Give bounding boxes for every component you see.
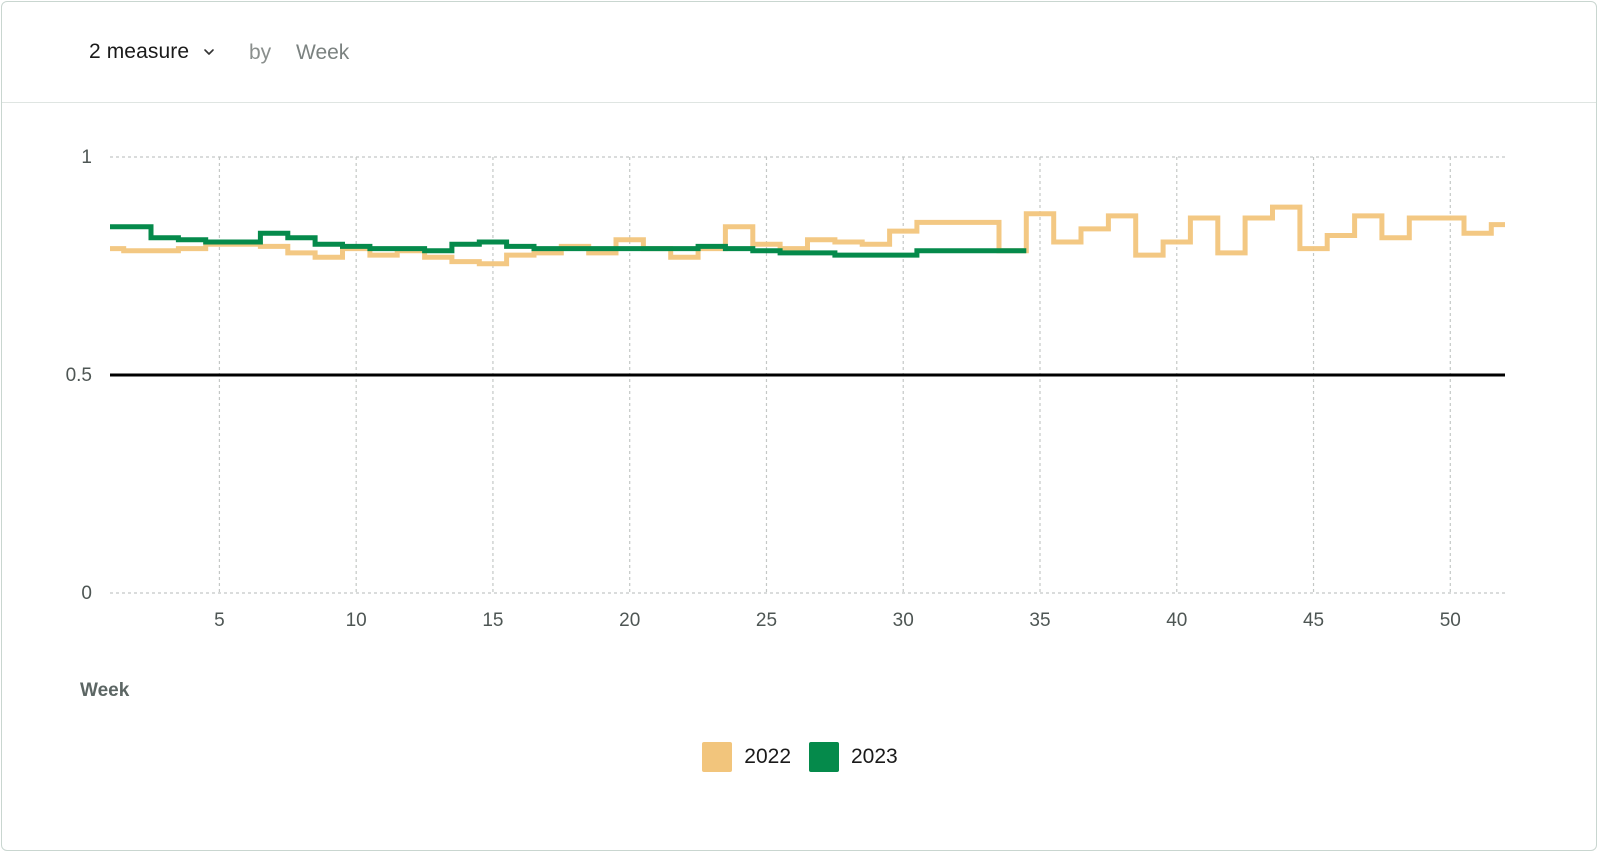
x-tick-label: 15	[482, 610, 503, 631]
legend-item-2023[interactable]: 2023	[809, 742, 898, 772]
y-axis-ticks: 00.51	[66, 147, 92, 604]
y-tick-label: 0.5	[66, 365, 92, 386]
x-tick-label: 10	[346, 610, 367, 631]
dimension-selector[interactable]: Week	[296, 41, 350, 64]
x-tick-label: 35	[1029, 610, 1050, 631]
by-label: by	[249, 41, 272, 64]
legend-item-2022[interactable]: 2022	[702, 742, 791, 772]
x-tick-label: 40	[1166, 610, 1187, 631]
y-tick-label: 0	[81, 583, 92, 604]
legend-swatch-2022	[702, 742, 733, 772]
x-tick-label: 5	[214, 610, 225, 631]
chevron-down-icon	[204, 49, 214, 55]
x-tick-label: 25	[756, 610, 777, 631]
chart-series	[110, 204, 1505, 267]
x-axis-title: Week	[80, 680, 130, 701]
series-line-2023	[110, 224, 1027, 258]
legend-label-2023: 2023	[851, 745, 898, 768]
line-chart: 00.51 5 10 15 20 25 30 35 40 45 50	[66, 147, 1505, 631]
x-tick-label: 50	[1440, 610, 1461, 631]
x-tick-label: 45	[1303, 610, 1324, 631]
chart-toolbar: 2 measure by Week	[2, 2, 1596, 103]
x-axis-ticks: 5 10 15 20 25 30 35 40 45 50	[214, 610, 1461, 631]
measure-dropdown-label: 2 measure	[89, 40, 190, 63]
y-tick-label: 1	[81, 147, 92, 168]
chart-legend: 2022 2023	[0, 742, 1600, 772]
x-tick-label: 20	[619, 610, 640, 631]
x-tick-label: 30	[893, 610, 914, 631]
measure-dropdown[interactable]: 2 measure	[89, 40, 215, 64]
legend-label-2022: 2022	[744, 745, 791, 768]
legend-swatch-2023	[809, 742, 839, 772]
